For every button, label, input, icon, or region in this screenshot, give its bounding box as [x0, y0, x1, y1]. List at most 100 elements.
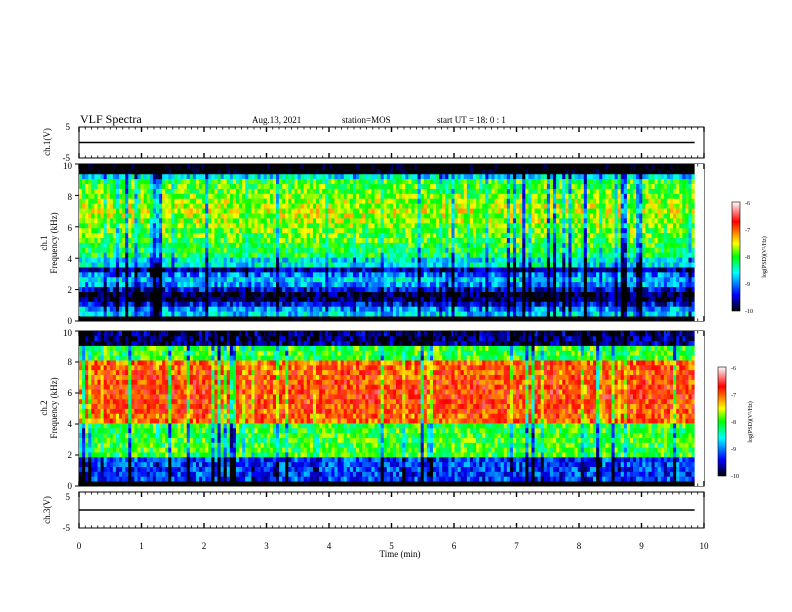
spectrogram-cell — [91, 316, 95, 322]
spectrogram-cell — [140, 286, 145, 292]
spectrogram-cell — [528, 188, 532, 194]
spectrogram-cell — [516, 311, 520, 317]
spectrogram-cell — [454, 301, 459, 307]
spectrogram-cell — [513, 271, 517, 278]
spectrogram-cell — [513, 188, 517, 194]
spectrogram-cell — [386, 311, 391, 317]
spectrogram-cell — [235, 291, 240, 297]
spectrogram-cell — [500, 193, 505, 199]
spectrogram-cell — [380, 232, 385, 238]
spectrogram-cell — [432, 281, 437, 288]
spectrogram-cell — [429, 232, 434, 238]
spectrogram-cell — [119, 262, 123, 268]
spectrogram-cell — [272, 168, 277, 175]
spectrogram-cell — [405, 306, 409, 312]
spectrogram-cell — [396, 306, 400, 312]
spectrogram-cell — [119, 242, 123, 248]
spectrogram-cell — [476, 164, 480, 170]
spectrogram-cell — [429, 188, 434, 194]
spectrogram-cell — [479, 193, 483, 199]
spectrogram-cell — [115, 227, 120, 234]
spectrogram-cell — [451, 232, 455, 238]
spectrogram-cell — [260, 193, 265, 199]
spectrogram-cell — [402, 286, 406, 292]
spectrogram-cell — [513, 281, 517, 288]
spectrogram-cell — [432, 227, 437, 234]
spectrogram-cell — [356, 237, 360, 243]
spectrogram-cell — [500, 267, 505, 273]
spectrogram-cell — [303, 296, 308, 302]
spectrogram-cell — [522, 217, 526, 224]
spectrogram-cell — [242, 247, 246, 253]
spectrogram-cell — [242, 173, 246, 180]
spectrogram-cell — [211, 173, 215, 180]
spectrogram-cell — [405, 232, 409, 238]
spectrogram-cell — [408, 311, 412, 317]
spectrogram-cell — [82, 262, 86, 268]
spectrogram-cell — [97, 237, 101, 243]
spectrogram-cell — [276, 183, 280, 189]
spectrogram-cell — [457, 232, 462, 238]
spectrogram-cell — [248, 168, 252, 175]
spectrogram-cell — [439, 232, 443, 238]
spectrogram-cell — [506, 168, 511, 175]
spectrogram-cell — [91, 232, 95, 238]
spectrogram-cell — [519, 296, 523, 302]
spectrogram-cell — [162, 222, 166, 229]
spectrogram-cell — [168, 247, 172, 253]
spectrogram-cell — [543, 311, 548, 317]
spectrogram-cell — [497, 193, 502, 199]
spectrogram-cell — [359, 188, 363, 194]
spectrogram-cell — [319, 198, 323, 204]
spectrogram-cell — [245, 276, 249, 283]
spectrogram-cell — [306, 168, 311, 175]
spectrogram-cell — [297, 257, 302, 263]
spectrogram-cell — [91, 267, 95, 273]
spectrogram-cell — [322, 242, 326, 248]
spectrogram-cell — [540, 306, 545, 312]
spectrogram-cell — [217, 168, 221, 175]
spectrogram-cell — [226, 213, 231, 219]
spectrogram-cell — [417, 296, 422, 302]
spectrogram-cell — [411, 164, 415, 170]
spectrogram-cell — [531, 208, 535, 214]
spectrogram-cell — [220, 262, 225, 268]
spectrogram-cell — [199, 301, 203, 307]
spectrogram-cell — [294, 247, 298, 253]
spectrogram-cell — [155, 198, 160, 204]
spectrogram-cell — [469, 286, 474, 292]
spectrogram-cell — [352, 213, 357, 219]
spectrogram-cell — [248, 227, 252, 234]
spectrogram-cell — [491, 217, 495, 224]
spectrogram-cell — [337, 198, 342, 204]
spectrogram-cell — [220, 257, 225, 263]
spectrogram-cell — [266, 247, 271, 253]
spectrogram-cell — [549, 232, 554, 238]
spectrogram-cell — [254, 188, 258, 194]
spectrogram-cell — [540, 173, 545, 180]
spectrogram-cell — [494, 291, 499, 297]
spectrogram-cell — [476, 311, 480, 317]
spectrogram-cell — [211, 183, 215, 189]
spectrogram-cell — [291, 232, 295, 238]
spectrogram-cell — [466, 267, 471, 273]
spectrogram-cell — [365, 316, 369, 322]
spectrogram-cell — [306, 178, 311, 185]
spectrogram-cell — [340, 271, 345, 278]
spectrogram-cell — [183, 252, 188, 258]
spectrogram-cell — [463, 242, 468, 248]
spectrogram-cell — [272, 271, 277, 278]
spectrogram-cell — [91, 164, 95, 170]
spectrogram-cell — [100, 168, 105, 175]
spectrogram-cell — [285, 301, 289, 307]
spectrogram-cell — [328, 237, 332, 243]
spectrogram-cell — [362, 198, 366, 204]
spectrogram-cell — [115, 183, 120, 189]
spectrogram-cell — [223, 242, 228, 248]
spectrogram-cell — [312, 217, 317, 224]
spectrogram-cell — [466, 252, 471, 258]
spectrogram-cell — [380, 203, 385, 209]
spectrogram-cell — [509, 222, 514, 229]
spectrogram-cell — [522, 188, 526, 194]
spectrogram-cell — [137, 198, 141, 204]
